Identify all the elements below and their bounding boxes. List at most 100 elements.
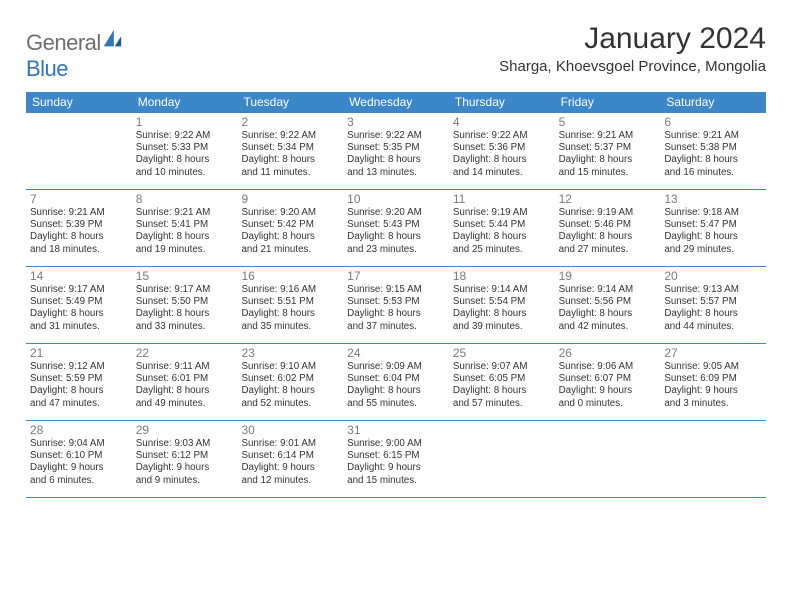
day-number: 2 <box>241 115 339 129</box>
day-info-line: Sunset: 6:07 PM <box>559 373 657 385</box>
day-number: 27 <box>664 346 762 360</box>
day-number: 17 <box>347 269 445 283</box>
day-info-line: Sunset: 5:50 PM <box>136 296 234 308</box>
day-info-line: Daylight: 8 hours <box>559 154 657 166</box>
day-cell: 4Sunrise: 9:22 AMSunset: 5:36 PMDaylight… <box>449 113 555 189</box>
day-info-line: Sunrise: 9:13 AM <box>664 284 762 296</box>
day-info-line: Daylight: 9 hours <box>559 385 657 397</box>
day-info-line: Daylight: 9 hours <box>664 385 762 397</box>
day-cell: 21Sunrise: 9:12 AMSunset: 5:59 PMDayligh… <box>26 344 132 420</box>
day-info-line: Daylight: 8 hours <box>559 308 657 320</box>
day-info-line: Sunrise: 9:22 AM <box>347 130 445 142</box>
day-info-line: Daylight: 8 hours <box>453 308 551 320</box>
day-info-line: Daylight: 8 hours <box>453 231 551 243</box>
day-cell <box>26 113 132 189</box>
day-number: 9 <box>241 192 339 206</box>
day-info-line: Sunrise: 9:01 AM <box>241 438 339 450</box>
day-info-line: Daylight: 9 hours <box>30 462 128 474</box>
day-info-line: and 19 minutes. <box>136 244 234 256</box>
day-info-line: Sunrise: 9:12 AM <box>30 361 128 373</box>
day-info-line: and 15 minutes. <box>347 475 445 487</box>
day-info-line: and 10 minutes. <box>136 167 234 179</box>
day-number: 12 <box>559 192 657 206</box>
day-cell: 31Sunrise: 9:00 AMSunset: 6:15 PMDayligh… <box>343 421 449 497</box>
day-info-line: Sunrise: 9:21 AM <box>30 207 128 219</box>
day-info-line: Sunset: 5:57 PM <box>664 296 762 308</box>
day-info-line: and 35 minutes. <box>241 321 339 333</box>
day-info-line: Sunrise: 9:21 AM <box>136 207 234 219</box>
day-cell: 30Sunrise: 9:01 AMSunset: 6:14 PMDayligh… <box>237 421 343 497</box>
day-number: 29 <box>136 423 234 437</box>
day-cell: 20Sunrise: 9:13 AMSunset: 5:57 PMDayligh… <box>660 267 766 343</box>
day-info-line: Daylight: 8 hours <box>347 231 445 243</box>
day-info-line: Sunset: 5:44 PM <box>453 219 551 231</box>
day-info-line: Sunset: 6:02 PM <box>241 373 339 385</box>
day-info-line: and 0 minutes. <box>559 398 657 410</box>
day-number: 26 <box>559 346 657 360</box>
day-number: 13 <box>664 192 762 206</box>
day-info-line: Sunset: 5:54 PM <box>453 296 551 308</box>
day-info-line: Sunset: 5:36 PM <box>453 142 551 154</box>
logo: GeneralBlue <box>26 28 123 82</box>
day-info-line: Daylight: 8 hours <box>241 154 339 166</box>
day-info-line: Sunrise: 9:09 AM <box>347 361 445 373</box>
day-info-line: Daylight: 8 hours <box>30 231 128 243</box>
day-info-line: and 37 minutes. <box>347 321 445 333</box>
title-block: January 2024 Sharga, Khoevsgoel Province… <box>499 22 766 75</box>
weekday-header-cell: Friday <box>555 92 661 113</box>
day-info-line: Sunset: 6:12 PM <box>136 450 234 462</box>
day-number: 15 <box>136 269 234 283</box>
day-info-line: Sunrise: 9:14 AM <box>453 284 551 296</box>
day-info-line: Sunrise: 9:14 AM <box>559 284 657 296</box>
day-cell <box>555 421 661 497</box>
day-cell: 25Sunrise: 9:07 AMSunset: 6:05 PMDayligh… <box>449 344 555 420</box>
day-cell: 27Sunrise: 9:05 AMSunset: 6:09 PMDayligh… <box>660 344 766 420</box>
day-info-line: and 14 minutes. <box>453 167 551 179</box>
week-row: 14Sunrise: 9:17 AMSunset: 5:49 PMDayligh… <box>26 267 766 344</box>
day-number: 21 <box>30 346 128 360</box>
logo-sail-icon <box>101 28 123 50</box>
day-number: 14 <box>30 269 128 283</box>
day-info-line: Sunrise: 9:10 AM <box>241 361 339 373</box>
weekday-header-cell: Tuesday <box>237 92 343 113</box>
day-number: 18 <box>453 269 551 283</box>
day-info-line: Sunrise: 9:21 AM <box>559 130 657 142</box>
day-number: 1 <box>136 115 234 129</box>
weekday-header-cell: Thursday <box>449 92 555 113</box>
day-cell: 23Sunrise: 9:10 AMSunset: 6:02 PMDayligh… <box>237 344 343 420</box>
week-row: 1 Sunrise: 9:22 AM Sunset: 5:33 PM Daylight… <box>26 113 766 190</box>
day-cell: 12Sunrise: 9:19 AMSunset: 5:46 PMDayligh… <box>555 190 661 266</box>
day-cell: 26Sunrise: 9:06 AMSunset: 6:07 PMDayligh… <box>555 344 661 420</box>
day-info-line: Sunrise: 9:15 AM <box>347 284 445 296</box>
day-cell: 17Sunrise: 9:15 AMSunset: 5:53 PMDayligh… <box>343 267 449 343</box>
day-info-line: Daylight: 9 hours <box>347 462 445 474</box>
day-info-line: Sunrise: 9:19 AM <box>453 207 551 219</box>
day-number: 6 <box>664 115 762 129</box>
day-info-line: Sunset: 5:33 PM <box>136 142 234 154</box>
day-info-line: and 23 minutes. <box>347 244 445 256</box>
day-info-line: Daylight: 8 hours <box>664 308 762 320</box>
day-info-line: Sunset: 5:49 PM <box>30 296 128 308</box>
day-info-line: Daylight: 8 hours <box>453 154 551 166</box>
day-number: 28 <box>30 423 128 437</box>
day-info-line: Sunrise: 9:00 AM <box>347 438 445 450</box>
day-cell: 1Sunrise: 9:22 AMSunset: 5:33 PMDaylight… <box>132 113 238 189</box>
day-number: 7 <box>30 192 128 206</box>
day-info-line: Sunrise: 9:11 AM <box>136 361 234 373</box>
day-cell: 22Sunrise: 9:11 AMSunset: 6:01 PMDayligh… <box>132 344 238 420</box>
day-info-line: Sunrise: 9:22 AM <box>453 130 551 142</box>
day-info-line: and 57 minutes. <box>453 398 551 410</box>
day-info-line: Sunset: 6:05 PM <box>453 373 551 385</box>
day-cell: 16Sunrise: 9:16 AMSunset: 5:51 PMDayligh… <box>237 267 343 343</box>
day-info-line: Daylight: 8 hours <box>30 308 128 320</box>
day-info-line: and 3 minutes. <box>664 398 762 410</box>
day-cell <box>660 421 766 497</box>
day-info-line: Sunrise: 9:06 AM <box>559 361 657 373</box>
day-info-line: Sunset: 5:35 PM <box>347 142 445 154</box>
day-info-line: Daylight: 8 hours <box>664 154 762 166</box>
day-number: 22 <box>136 346 234 360</box>
day-info-line: Daylight: 8 hours <box>241 385 339 397</box>
month-title: January 2024 <box>499 22 766 56</box>
day-info-line: and 44 minutes. <box>664 321 762 333</box>
day-info-line: and 42 minutes. <box>559 321 657 333</box>
